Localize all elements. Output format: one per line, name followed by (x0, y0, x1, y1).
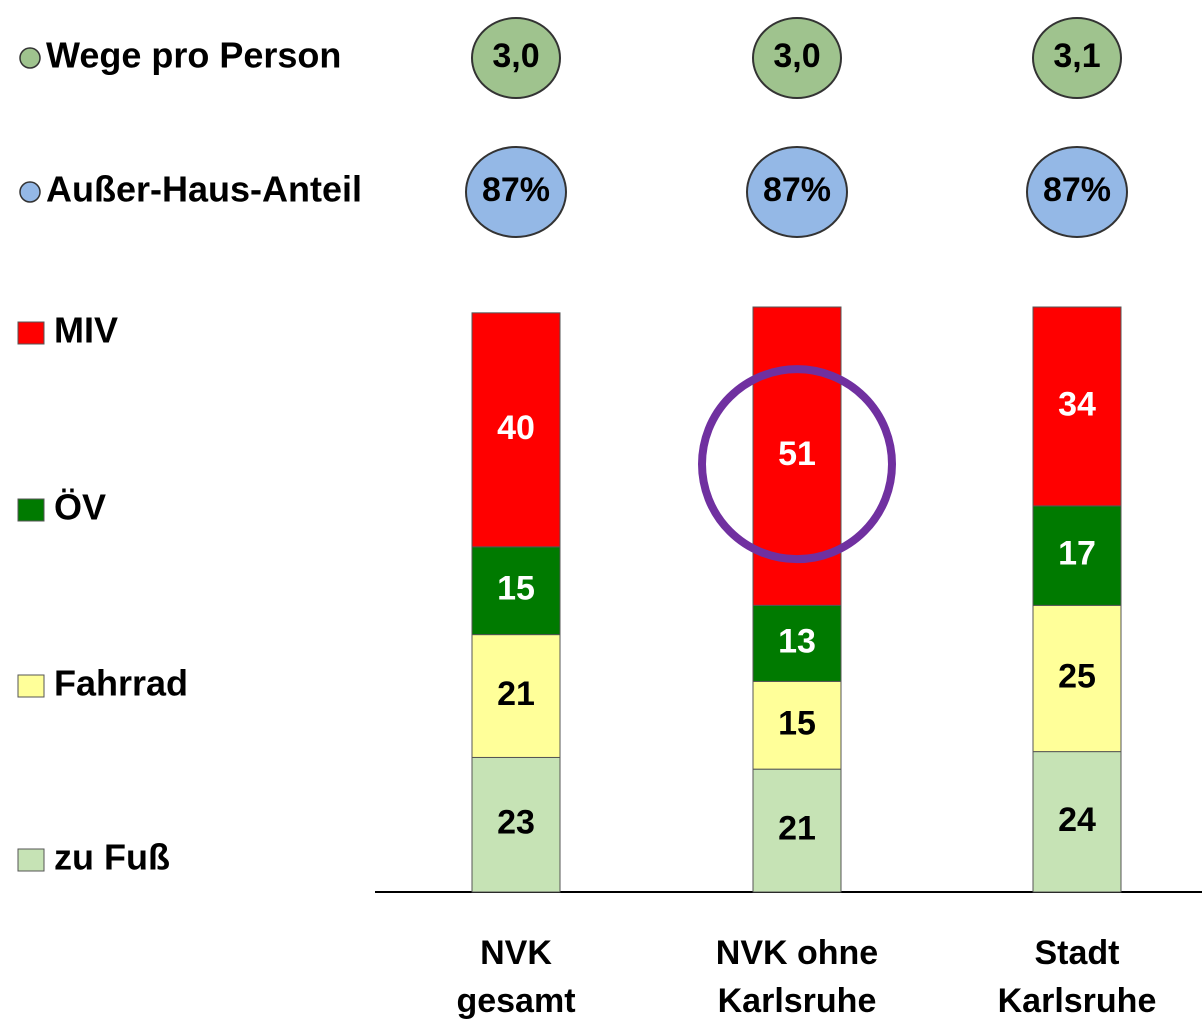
legend-marker (19, 181, 41, 203)
legend-marker (17, 321, 45, 345)
legend-marker (17, 848, 45, 872)
bar-segment (1032, 505, 1122, 606)
data-label: 40 (497, 409, 535, 447)
data-label: 23 (497, 804, 535, 842)
x-tick-label: NVK (480, 934, 552, 972)
bar-segment (471, 756, 561, 893)
bar-segment (471, 634, 561, 758)
x-tick-label: NVK ohne (716, 934, 878, 972)
data-label: 25 (1058, 657, 1096, 695)
indicator-label: 3,0 (492, 37, 539, 75)
indicator-label: 3,1 (1053, 37, 1100, 75)
legend-label: MIV (54, 310, 118, 351)
data-label: 21 (778, 810, 816, 848)
indicator-bubble (1032, 17, 1122, 99)
indicator-bubble (746, 146, 848, 238)
indicator-label: 87% (1043, 171, 1111, 209)
x-tick-label: Karlsruhe (998, 982, 1157, 1020)
data-label: 13 (778, 622, 816, 660)
x-tick-label: Karlsruhe (718, 982, 877, 1020)
data-label: 15 (497, 570, 535, 608)
legend-marker (17, 498, 45, 522)
legend-label: Fahrrad (54, 663, 188, 704)
data-label: 34 (1058, 385, 1096, 423)
indicator-label: 3,0 (773, 37, 820, 75)
bar-segment (1032, 751, 1122, 893)
bar-segment (1032, 604, 1122, 753)
bar-segment (752, 768, 842, 893)
highlight-circle (698, 365, 896, 564)
legend-label: Außer-Haus-Anteil (46, 169, 362, 210)
legend-marker (17, 674, 45, 698)
x-tick-label: Stadt (1035, 934, 1120, 972)
indicator-label: 87% (482, 171, 550, 209)
legend-marker (19, 47, 41, 69)
indicator-bubble (752, 17, 842, 99)
indicator-bubble (1026, 146, 1128, 238)
legend-label: Wege pro Person (46, 35, 341, 76)
data-label: 15 (778, 704, 816, 742)
indicator-bubble (471, 17, 561, 99)
legend-label: zu Fuß (54, 837, 170, 878)
x-tick-label: gesamt (456, 982, 575, 1020)
indicator-bubble (465, 146, 567, 238)
bar-segment (471, 312, 561, 548)
indicator-label: 87% (763, 171, 831, 209)
bar-segment (1032, 306, 1122, 507)
bar-segment (752, 680, 842, 770)
bar-segment (752, 604, 842, 682)
data-label: 21 (497, 675, 535, 713)
data-label: 51 (778, 435, 816, 473)
legend-label: ÖV (54, 487, 106, 528)
data-label: 17 (1058, 535, 1096, 573)
data-label: 24 (1058, 801, 1096, 839)
